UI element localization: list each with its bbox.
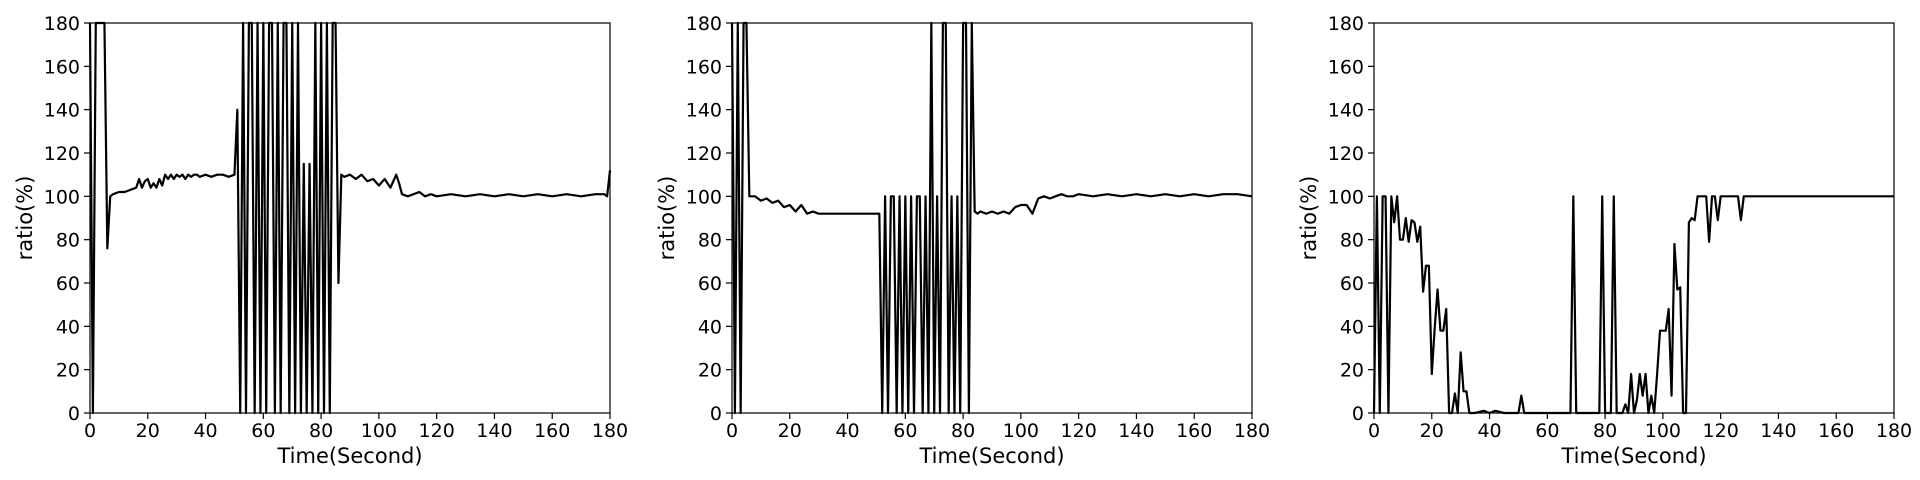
y-tick-label: 140 [686,100,722,122]
y-tick-label: 0 [1352,403,1364,425]
y-axis-label: ratio(%) [13,176,37,261]
y-tick-label: 140 [44,100,80,122]
x-tick-label: 80 [951,420,975,442]
x-tick-label: 0 [1368,420,1380,442]
y-tick-label: 120 [44,143,80,165]
x-tick-label: 60 [251,420,275,442]
x-tick-label: 120 [1703,420,1739,442]
chart-panel-2: 0 20 40 60 80 100 120 140 160 180 0 20 40 60 80 100 120 1… [655,13,1270,468]
series-line [1372,195,1894,415]
x-tick-label: 20 [136,420,160,442]
x-tick-label: 40 [1477,420,1501,442]
x-tick-label: 0 [726,420,738,442]
chart-panel-3: 0 20 40 60 80 100 120 140 160 180 0 20 40 60 80 100 120 1… [1297,13,1912,468]
y-tick-label: 40 [1340,316,1364,338]
x-tick-label: 140 [1760,420,1796,442]
y-tick-label: 100 [686,186,722,208]
x-tick-label: 80 [309,420,333,442]
x-tick-label: 100 [361,420,397,442]
y-tick-label: 80 [698,230,722,252]
y-tick-label: 0 [68,403,80,425]
y-tick-label: 160 [1328,56,1364,78]
x-tick-label: 180 [1876,420,1912,442]
x-tick-label: 40 [835,420,859,442]
x-tick-label: 180 [1234,420,1270,442]
x-axis-label: Time(Second) [276,444,422,468]
x-tick-label: 100 [1645,420,1681,442]
y-tick-label: 180 [686,13,722,35]
series-line [88,21,612,415]
plot-frame [1373,22,1895,414]
y-tick-label: 140 [1328,100,1364,122]
y-tick-label: 120 [1328,143,1364,165]
y-tick-label: 60 [56,273,80,295]
x-tick-label: 160 [534,420,570,442]
x-tick-label: 80 [1593,420,1617,442]
y-tick-label: 160 [44,56,80,78]
y-axis-label: ratio(%) [1297,176,1321,261]
x-tick-label: 140 [1118,420,1154,442]
x-tick-label: 120 [1061,420,1097,442]
y-tick-label: 20 [56,360,80,382]
y-tick-label: 20 [698,360,722,382]
x-tick-label: 160 [1818,420,1854,442]
y-tick-label: 120 [686,143,722,165]
y-tick-label: 100 [1328,186,1364,208]
y-tick-label: 160 [686,56,722,78]
plot-frame [731,22,1253,414]
x-tick-label: 100 [1003,420,1039,442]
x-tick-label: 40 [193,420,217,442]
x-tick-label: 140 [476,420,512,442]
y-tick-label: 180 [1328,13,1364,35]
y-tick-label: 20 [1340,360,1364,382]
x-axis-label: Time(Second) [918,444,1064,468]
x-tick-label: 20 [1420,420,1444,442]
chart-panel-1: 0 20 40 60 80 100 120 140 160 180 0 20 40 60 80 100 120 1… [13,13,628,468]
series-line [730,21,1253,415]
x-tick-label: 20 [778,420,802,442]
y-tick-label: 180 [44,13,80,35]
y-tick-label: 40 [56,316,80,338]
x-axis-label: Time(Second) [1560,444,1706,468]
x-tick-label: 60 [1535,420,1559,442]
x-tick-label: 0 [84,420,96,442]
plot-frame [89,22,611,414]
y-tick-label: 80 [56,230,80,252]
y-tick-label: 100 [44,186,80,208]
y-tick-label: 40 [698,316,722,338]
y-tick-label: 60 [698,273,722,295]
x-tick-label: 180 [592,420,628,442]
y-tick-label: 0 [710,403,722,425]
x-tick-label: 160 [1176,420,1212,442]
y-axis-label: ratio(%) [655,176,679,261]
x-tick-label: 120 [419,420,455,442]
y-tick-label: 80 [1340,230,1364,252]
y-tick-label: 60 [1340,273,1364,295]
x-tick-label: 60 [893,420,917,442]
